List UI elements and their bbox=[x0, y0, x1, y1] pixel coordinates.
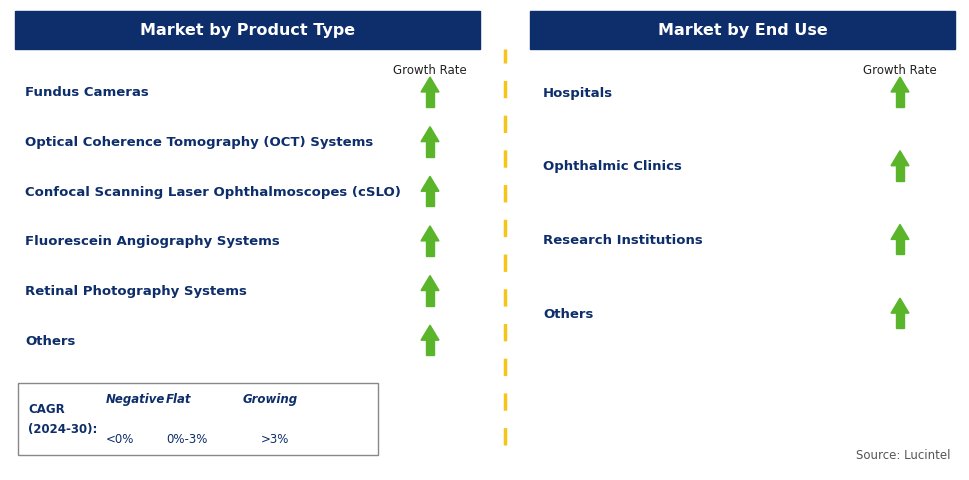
Polygon shape bbox=[891, 151, 909, 167]
Text: Growth Rate: Growth Rate bbox=[393, 64, 467, 77]
Text: Confocal Scanning Laser Ophthalmoscopes (cSLO): Confocal Scanning Laser Ophthalmoscopes … bbox=[25, 185, 401, 198]
Bar bbox=[426, 241, 434, 256]
Polygon shape bbox=[421, 78, 439, 93]
Bar bbox=[896, 93, 904, 108]
Text: Growing: Growing bbox=[243, 393, 298, 406]
Bar bbox=[426, 340, 434, 356]
Bar bbox=[426, 93, 434, 108]
Polygon shape bbox=[891, 78, 909, 93]
Bar bbox=[896, 313, 904, 328]
Text: Source: Lucintel: Source: Lucintel bbox=[857, 449, 951, 462]
Bar bbox=[426, 192, 434, 207]
Text: Optical Coherence Tomography (OCT) Systems: Optical Coherence Tomography (OCT) Syste… bbox=[25, 136, 373, 149]
Text: Ophthalmic Clinics: Ophthalmic Clinics bbox=[543, 160, 682, 173]
Polygon shape bbox=[421, 276, 439, 291]
Text: CAGR: CAGR bbox=[28, 403, 65, 416]
Text: Market by Product Type: Market by Product Type bbox=[140, 24, 355, 38]
Text: Fundus Cameras: Fundus Cameras bbox=[25, 86, 149, 99]
Text: Flat: Flat bbox=[166, 393, 192, 406]
Polygon shape bbox=[421, 127, 439, 143]
Polygon shape bbox=[891, 225, 909, 240]
Text: Market by End Use: Market by End Use bbox=[658, 24, 828, 38]
Bar bbox=[134, 404, 141, 417]
Text: Growth Rate: Growth Rate bbox=[863, 64, 937, 77]
Bar bbox=[896, 167, 904, 181]
Bar bbox=[896, 240, 904, 255]
Text: 0%-3%: 0%-3% bbox=[166, 432, 207, 445]
Text: Hospitals: Hospitals bbox=[543, 86, 613, 99]
Text: Negative: Negative bbox=[106, 393, 166, 406]
Text: Retinal Photography Systems: Retinal Photography Systems bbox=[25, 285, 247, 298]
Text: <0%: <0% bbox=[106, 432, 135, 445]
Text: Research Institutions: Research Institutions bbox=[543, 233, 703, 246]
Bar bbox=[15, 12, 480, 50]
Polygon shape bbox=[204, 409, 217, 429]
Polygon shape bbox=[421, 227, 439, 241]
Text: Others: Others bbox=[543, 307, 593, 320]
Text: Others: Others bbox=[25, 334, 76, 347]
Bar bbox=[530, 12, 955, 50]
Polygon shape bbox=[421, 325, 439, 340]
Bar bbox=[426, 291, 434, 306]
Bar bbox=[426, 143, 434, 157]
Bar bbox=[344, 419, 352, 432]
Bar bbox=[18, 383, 378, 455]
Polygon shape bbox=[891, 299, 909, 313]
Text: Fluorescein Angiography Systems: Fluorescein Angiography Systems bbox=[25, 235, 280, 248]
Text: (2024-30):: (2024-30): bbox=[28, 422, 97, 435]
Polygon shape bbox=[339, 406, 357, 419]
Text: >3%: >3% bbox=[261, 432, 290, 445]
Bar bbox=[189, 415, 204, 424]
Polygon shape bbox=[130, 417, 146, 430]
Polygon shape bbox=[421, 177, 439, 192]
